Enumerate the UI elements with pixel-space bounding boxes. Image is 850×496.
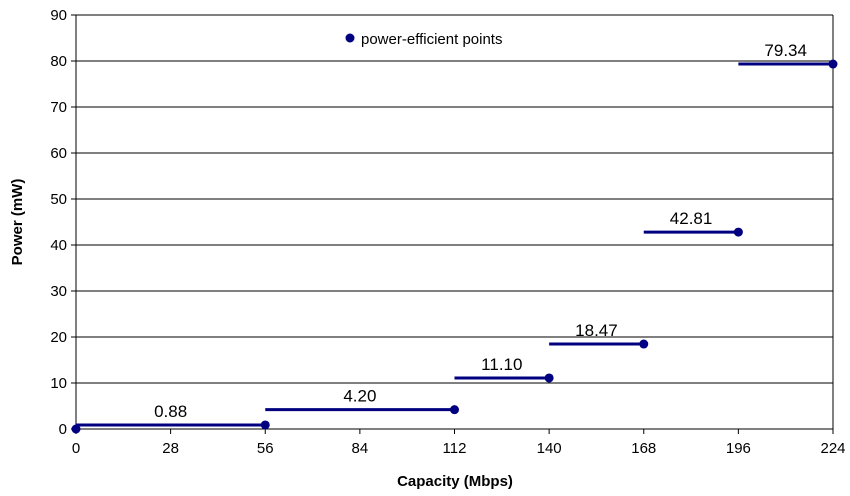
value-label-1: 4.20: [343, 387, 376, 406]
x-tick-labels: 0 28 56 84 112 140 168 196 224: [72, 440, 846, 457]
legend-label: power-efficient points: [361, 31, 502, 48]
grid-lines: [76, 14, 833, 430]
y-tick-label-10: 10: [50, 375, 67, 392]
y-tick-label-50: 50: [50, 191, 67, 208]
y-tick-label-40: 40: [50, 237, 67, 254]
data-point-4: [639, 339, 649, 349]
x-tick-label-168: 168: [631, 440, 656, 457]
data-point-1: [260, 420, 270, 430]
y-tick-label-90: 90: [50, 7, 67, 24]
x-tick-label-56: 56: [257, 440, 274, 457]
y-tick-label-0: 0: [59, 421, 67, 438]
x-axis-title: Capacity (Mbps): [397, 473, 513, 490]
axes: [71, 14, 834, 434]
value-label-4: 42.81: [670, 209, 713, 228]
y-tick-label-20: 20: [50, 329, 67, 346]
y-tick-label-70: 70: [50, 99, 67, 116]
x-tick-label-28: 28: [162, 440, 179, 457]
y-tick-label-30: 30: [50, 283, 67, 300]
data-point-6: [828, 59, 838, 69]
x-tick-label-196: 196: [726, 440, 751, 457]
x-tick-label-112: 112: [443, 440, 467, 457]
data-point-0: [71, 424, 81, 434]
value-label-5: 79.34: [764, 41, 807, 60]
step-segments: [76, 62, 833, 427]
y-tick-label-60: 60: [50, 145, 67, 162]
y-axis-title: Power (mW): [9, 179, 26, 266]
y-tick-labels: 0 10 20 30 40 50 60 70 80 90: [50, 7, 67, 438]
value-label-0: 0.88: [154, 402, 187, 421]
x-tick-label-0: 0: [72, 440, 80, 457]
x-tick-label-224: 224: [820, 440, 845, 457]
data-point-5: [733, 227, 743, 237]
value-label-2: 11.10: [481, 355, 522, 374]
data-point-3: [544, 373, 554, 383]
value-labels: 0.88 4.20 11.10 18.47 42.81 79.34: [154, 41, 807, 421]
legend-marker: [345, 33, 355, 43]
x-tick-label-140: 140: [537, 440, 562, 457]
x-tick-label-84: 84: [352, 440, 369, 457]
data-points: [71, 59, 838, 434]
y-tick-label-80: 80: [50, 53, 67, 70]
value-label-3: 18.47: [575, 321, 618, 340]
legend: power-efficient points: [345, 31, 502, 48]
data-point-2: [450, 405, 459, 415]
